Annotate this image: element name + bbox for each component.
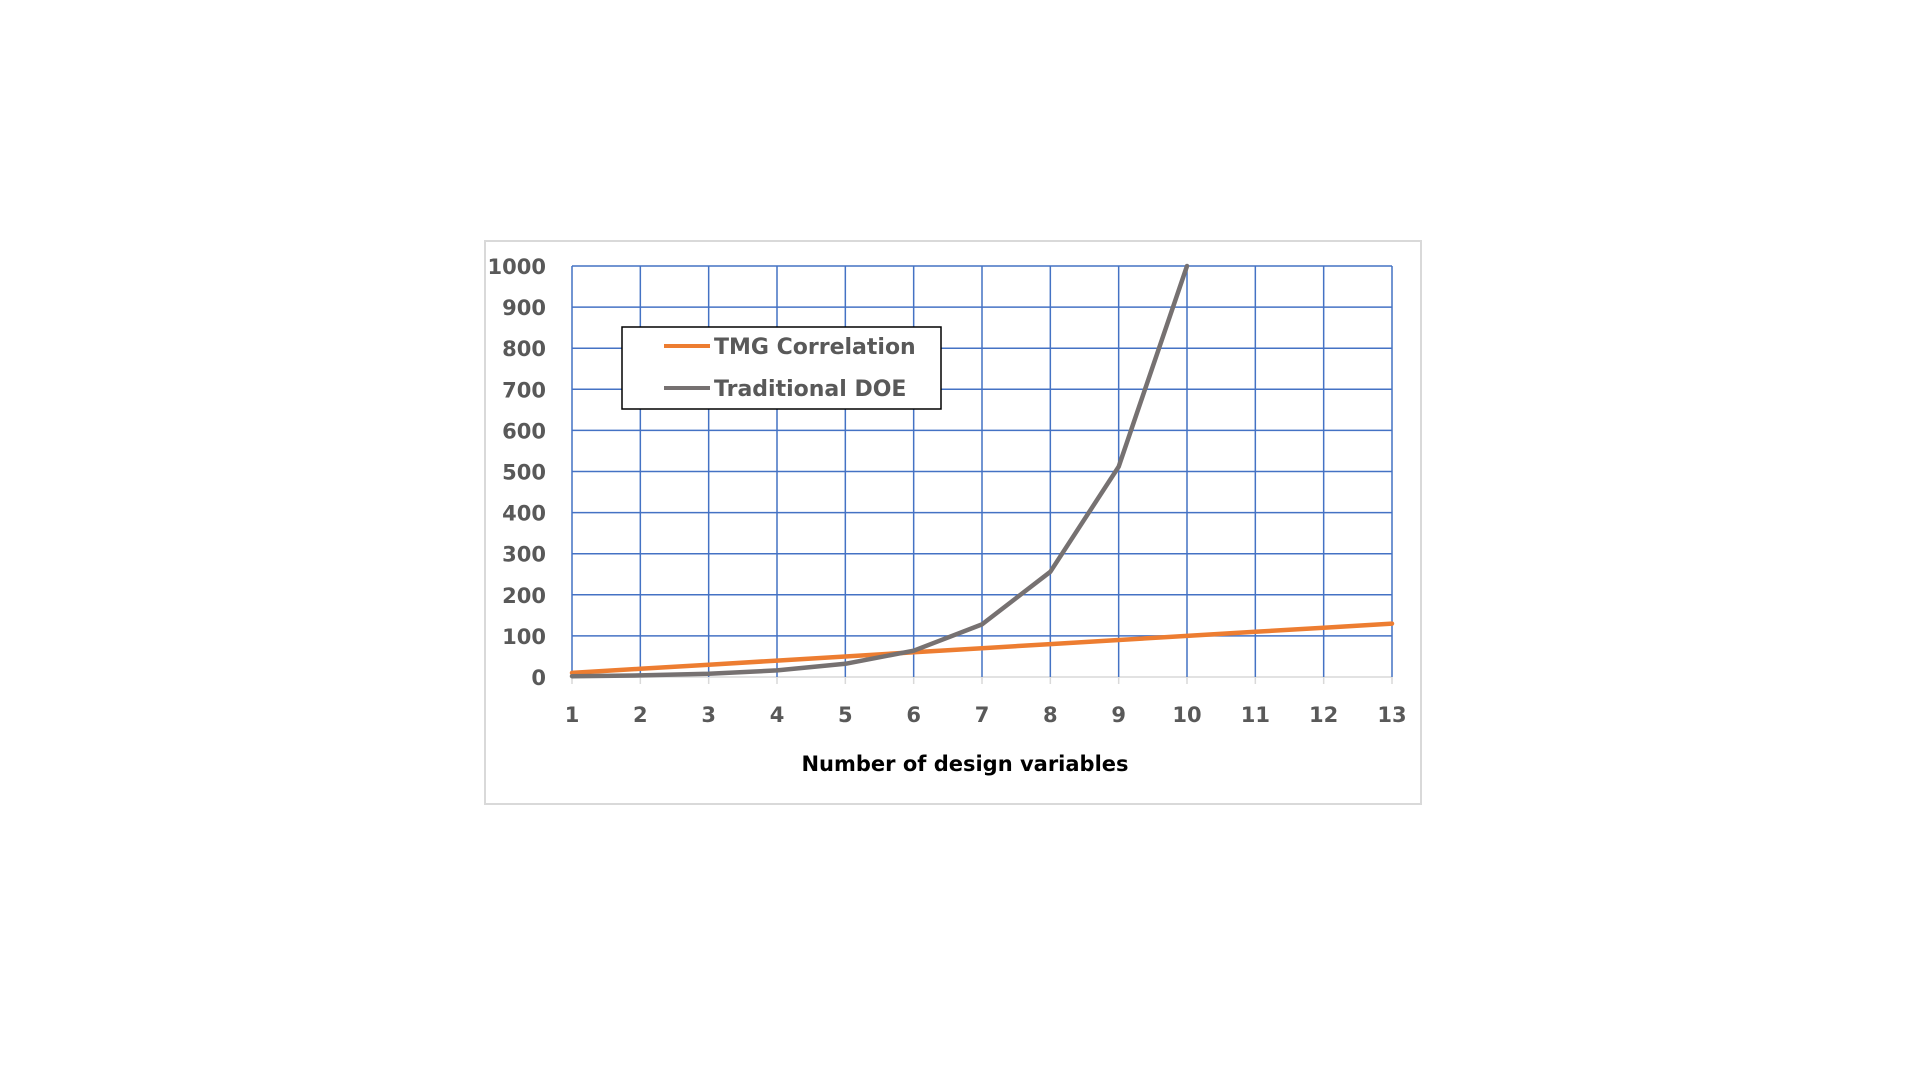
y-tick-label: 800 (502, 337, 546, 361)
y-axis-ticks: 0 100 200 300 400 500 600 700 800 900 1000 (488, 255, 546, 690)
legend: TMG Correlation Traditional DOE (621, 326, 942, 410)
y-tick-label: 900 (502, 296, 546, 320)
x-tick-label: 5 (838, 703, 853, 727)
x-tick-label: 7 (975, 703, 990, 727)
series-lines (569, 263, 1395, 679)
y-tick-label: 1000 (488, 255, 546, 279)
x-tick-label: 3 (701, 703, 716, 727)
y-tick-label: 700 (502, 378, 546, 402)
legend-box (621, 326, 942, 410)
legend-label-traditional-doe: Traditional DOE (714, 377, 906, 402)
x-axis-ticks: 1 2 3 4 5 6 7 8 9 10 11 12 13 (565, 703, 1407, 727)
x-tick-label: 8 (1043, 703, 1058, 727)
series-line-tmg-correlation (569, 621, 1395, 676)
y-tick-label: 100 (502, 625, 546, 649)
legend-label-tmg-correlation: TMG Correlation (714, 335, 916, 360)
y-tick-label: 500 (502, 461, 546, 485)
x-tick-label: 12 (1309, 703, 1338, 727)
series-line-traditional-doe (569, 263, 1190, 679)
x-tick-label: 2 (633, 703, 648, 727)
x-tick-label: 1 (565, 703, 580, 727)
y-tick-label: 400 (502, 502, 546, 526)
x-tick-label: 9 (1111, 703, 1126, 727)
y-tick-label: 600 (502, 419, 546, 443)
x-tick-label: 11 (1241, 703, 1270, 727)
x-tick-label: 6 (906, 703, 921, 727)
y-tick-label: 200 (502, 584, 546, 608)
y-tick-label: 0 (531, 666, 546, 690)
y-tick-label: 300 (502, 543, 546, 567)
x-tick-label: 13 (1377, 703, 1406, 727)
x-tick-label: 4 (770, 703, 785, 727)
x-tick-label: 10 (1172, 703, 1201, 727)
x-axis-title: Number of design variables (801, 752, 1128, 776)
